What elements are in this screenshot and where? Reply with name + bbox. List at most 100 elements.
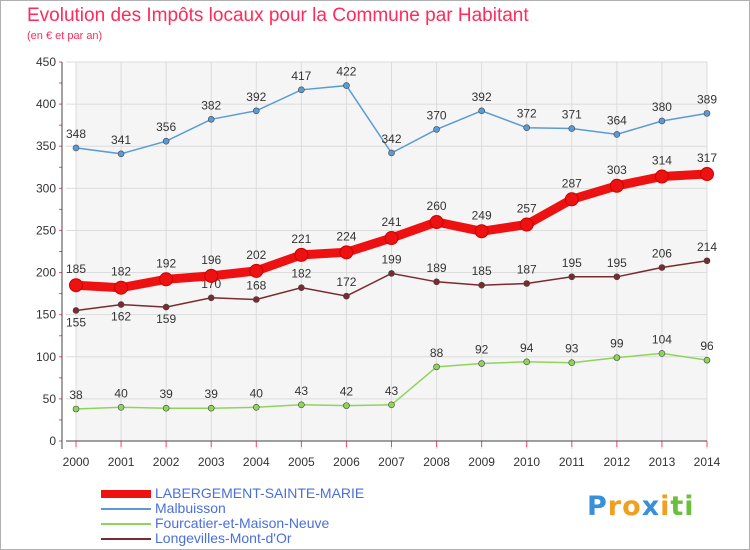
logo-letter: i: [684, 491, 695, 522]
data-label: 195: [562, 256, 582, 270]
data-point: [249, 263, 264, 278]
data-point: [568, 359, 576, 366]
data-label: 192: [156, 256, 176, 270]
data-point: [207, 294, 215, 302]
data-label: 422: [336, 65, 356, 79]
proxiti-logo: Proxiti: [587, 491, 695, 522]
data-label: 43: [385, 384, 399, 398]
data-label: 185: [472, 264, 492, 278]
data-point: [564, 192, 579, 207]
data-point: [388, 149, 395, 157]
x-tick-label: 2014: [694, 455, 721, 469]
y-tick-label: 0: [49, 434, 56, 448]
data-point: [343, 402, 350, 409]
data-label: 43: [295, 384, 309, 398]
data-label: 40: [250, 386, 264, 400]
data-point: [658, 117, 666, 125]
data-label: 93: [565, 342, 579, 356]
y-tick-label: 400: [36, 97, 56, 111]
data-label: 104: [652, 332, 672, 346]
legend-label: Fourcatier-et-Maison-Neuve: [155, 515, 330, 531]
data-point: [658, 264, 666, 271]
data-point: [433, 363, 440, 371]
data-point: [343, 292, 350, 300]
data-label: 172: [336, 275, 356, 289]
data-label: 214: [697, 240, 717, 254]
data-point: [703, 110, 711, 117]
data-point: [523, 280, 531, 287]
data-label: 185: [66, 262, 86, 276]
legend-label: Malbuisson: [155, 500, 226, 516]
data-label: 341: [111, 133, 131, 147]
data-label: 389: [697, 92, 717, 106]
legend-item: Malbuisson: [101, 500, 421, 518]
legend-label: LABERGEMENT-SAINTE-MARIE: [155, 485, 365, 501]
data-point: [117, 150, 125, 158]
data-label: 241: [381, 215, 401, 229]
data-point: [117, 404, 125, 411]
data-label: 196: [201, 253, 221, 267]
y-tick-label: 100: [36, 350, 56, 364]
data-point: [613, 273, 621, 281]
data-point: [388, 401, 395, 409]
data-point: [609, 178, 624, 193]
data-point: [252, 107, 260, 115]
data-label: 182: [111, 265, 131, 279]
data-point: [72, 307, 80, 314]
data-label: 92: [475, 343, 489, 357]
data-label: 88: [430, 346, 444, 360]
data-point: [703, 257, 711, 265]
data-point: [298, 284, 305, 292]
data-label: 40: [114, 386, 128, 400]
logo-letter: o: [622, 491, 642, 522]
data-label: 202: [246, 248, 266, 262]
data-label: 303: [607, 163, 627, 177]
data-point: [69, 278, 83, 293]
chart-subtitle: (en € et par an): [27, 30, 103, 42]
legend-item: Longevilles-Mont-d'Or: [101, 530, 421, 548]
y-tick-label: 50: [43, 392, 57, 406]
data-label: 42: [340, 385, 354, 399]
data-label: 257: [517, 202, 537, 216]
data-label: 392: [246, 90, 266, 104]
data-label: 382: [201, 98, 221, 112]
data-point: [523, 124, 531, 131]
y-tick-label: 350: [36, 139, 56, 153]
data-label: 206: [652, 247, 672, 261]
x-tick-label: 2005: [288, 455, 315, 469]
legend-item: LABERGEMENT-SAINTE-MARIE: [101, 485, 421, 503]
legend-swatch: [101, 508, 151, 510]
data-label: 94: [520, 341, 534, 355]
data-point: [654, 169, 669, 184]
data-label: 199: [381, 252, 401, 266]
data-label: 182: [291, 267, 311, 281]
x-tick-label: 2004: [243, 455, 270, 469]
legend-swatch: [101, 490, 151, 498]
legend-swatch: [101, 523, 151, 525]
data-point: [613, 131, 621, 138]
data-label: 364: [607, 113, 627, 127]
data-point: [117, 301, 125, 308]
data-point: [478, 281, 485, 289]
x-tick-label: 2001: [108, 455, 135, 469]
data-point: [519, 217, 534, 232]
data-point: [523, 358, 531, 366]
x-tick-label: 2008: [423, 455, 450, 469]
data-point: [478, 107, 485, 115]
data-point: [114, 280, 129, 295]
data-label: 317: [697, 151, 717, 165]
data-point: [474, 224, 489, 239]
y-tick-label: 450: [36, 55, 56, 69]
y-tick-label: 200: [36, 266, 56, 280]
data-label: 314: [652, 154, 672, 168]
y-tick-label: 250: [36, 223, 56, 237]
data-point: [298, 401, 305, 409]
data-label: 342: [381, 132, 401, 146]
y-tick-label: 300: [36, 181, 56, 195]
data-point: [384, 231, 399, 246]
data-label: 224: [336, 229, 356, 243]
data-label: 380: [652, 100, 672, 114]
data-point: [658, 350, 666, 357]
